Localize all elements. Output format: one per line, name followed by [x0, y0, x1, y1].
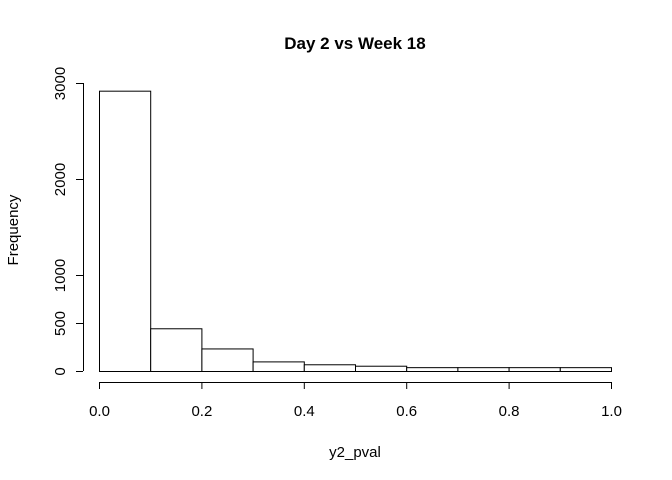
y-tick-label: 1000 — [52, 259, 69, 292]
histogram-bar-2 — [201, 348, 254, 373]
y-tick-label: 2000 — [52, 163, 69, 196]
x-axis-label: y2_pval — [329, 444, 381, 461]
x-tick-label: 0.8 — [499, 403, 520, 420]
y-axis: 0 500 1000 2000 3000 — [52, 67, 84, 376]
y-tick-label: 3000 — [52, 67, 69, 100]
chart-title: Day 2 vs Week 18 — [284, 34, 425, 53]
histogram-bar-4 — [303, 364, 356, 372]
histogram-bar-5 — [355, 365, 408, 373]
y-tick-label: 0 — [52, 367, 69, 375]
histogram-bar-3 — [252, 361, 305, 372]
x-tick-label: 0.4 — [294, 403, 315, 420]
x-tick-label: 0.0 — [89, 403, 110, 420]
histogram-bar-6 — [406, 367, 459, 373]
histogram-bar-9 — [559, 367, 612, 373]
y-axis-label: Frequency — [5, 194, 22, 265]
x-tick-label: 0.2 — [191, 403, 212, 420]
histogram-bar-7 — [457, 367, 510, 373]
histogram-bar-8 — [508, 367, 561, 373]
x-axis: 0.0 0.2 0.4 0.6 0.8 1.0 — [89, 382, 622, 420]
histogram-bars — [99, 90, 612, 373]
x-tick-label: 0.6 — [396, 403, 417, 420]
histogram-bar-0 — [99, 90, 152, 373]
x-tick-label: 1.0 — [601, 403, 622, 420]
y-tick-label: 500 — [52, 311, 69, 336]
histogram-bar-1 — [150, 328, 203, 372]
